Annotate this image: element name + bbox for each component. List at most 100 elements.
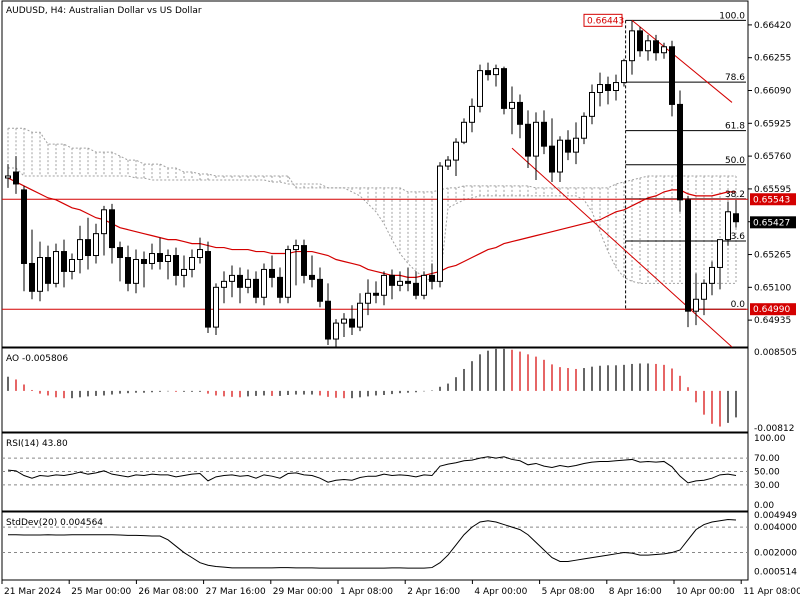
candle-body: [117, 247, 123, 259]
candle: [309, 255, 315, 288]
candle-body: [93, 233, 99, 257]
time-tick-label: 8 Apr 16:00: [609, 587, 662, 597]
candle: [357, 293, 363, 332]
ao-tick-label: -0.00812: [754, 424, 794, 434]
candle: [453, 138, 459, 176]
candle-body: [149, 253, 155, 264]
current-price-tag-text: 0.65427: [753, 218, 790, 228]
candle-body: [565, 139, 571, 153]
candle: [5, 164, 11, 188]
candle-body: [573, 137, 579, 153]
fib-level-label: 78.6: [725, 73, 745, 83]
candle: [533, 112, 539, 180]
candle-body: [557, 139, 563, 173]
candle: [437, 162, 443, 288]
candle-body: [605, 84, 611, 92]
candle-body: [349, 318, 355, 328]
candle: [725, 201, 731, 246]
candle: [661, 42, 667, 59]
time-tick-label: 1 Apr 08:00: [340, 587, 393, 597]
hline-price-tag-text: 0.65543: [753, 195, 790, 205]
candle-body: [133, 258, 139, 284]
candle-body: [85, 239, 91, 257]
candle: [141, 251, 147, 288]
time-tick-label: 26 Mar 08:00: [138, 587, 198, 597]
price-tick-label: 0.65760: [754, 152, 791, 162]
price-tick-label: 0.65100: [754, 283, 791, 293]
candle-body: [237, 274, 243, 288]
cloud-upper-edge: [8, 127, 736, 193]
candle: [485, 62, 491, 81]
candle: [205, 241, 211, 334]
candle-body: [653, 40, 659, 54]
cloud-lower-edge: [8, 167, 736, 284]
moving-average-line: [7, 177, 736, 278]
candle: [245, 269, 251, 294]
rsi-tick-label: 50.00: [754, 468, 780, 478]
candle: [389, 269, 395, 300]
candle: [653, 34, 659, 61]
candle-body: [253, 278, 259, 298]
time-axis: 21 Mar 2024 25 Mar 00:00 26 Mar 08:00 27 Ma…: [1, 580, 800, 597]
time-tick-label: 29 Mar 00:00: [273, 587, 333, 597]
candle-body: [709, 266, 715, 284]
candle-body: [645, 40, 651, 52]
candle: [669, 40, 675, 117]
stddev-line: 0.004949 0.004000 0.002000 0.000514: [2, 511, 797, 577]
candle: [109, 203, 115, 264]
trendlines[interactable]: [511, 19, 733, 348]
candle: [733, 199, 739, 228]
candle: [525, 110, 531, 169]
candle-body: [701, 282, 707, 300]
candle-body: [125, 257, 131, 284]
candle: [421, 271, 427, 300]
stddev-polyline: [8, 518, 737, 569]
candle-body: [357, 302, 363, 328]
candle-body: [61, 251, 67, 272]
candle: [581, 112, 587, 145]
candle-body: [661, 46, 667, 54]
time-tick-label: 25 Mar 00:00: [71, 587, 131, 597]
candle-body: [589, 91, 595, 117]
candle: [701, 279, 707, 316]
candle-body: [325, 300, 331, 340]
candle: [325, 283, 331, 345]
candle: [613, 74, 619, 101]
candle: [85, 217, 91, 270]
candle: [637, 26, 643, 57]
candle: [341, 313, 347, 338]
ao-panel-title: AO -0.005806: [6, 354, 68, 364]
candle-body: [301, 245, 307, 276]
candle: [269, 255, 275, 288]
candle-body: [517, 101, 523, 125]
candle-body: [437, 165, 443, 282]
candle: [69, 253, 75, 280]
candle: [117, 241, 123, 282]
candle-body: [45, 257, 51, 284]
rsi-tick-label: 100.00: [754, 434, 786, 444]
candle-body: [509, 101, 515, 109]
candle-body: [205, 251, 211, 328]
high-price-label: 0.66443: [587, 16, 624, 26]
candle: [213, 283, 219, 336]
candle: [261, 263, 267, 306]
horizontal-lines[interactable]: [2, 198, 748, 310]
candle: [693, 273, 699, 326]
stddev-tick-label: 0.000514: [754, 567, 797, 577]
candle-body: [141, 258, 147, 264]
candle: [621, 58, 627, 87]
candle-body: [733, 213, 739, 223]
candle: [541, 110, 547, 155]
candles: [5, 20, 739, 347]
time-tick-label: 5 Apr 08:00: [542, 587, 595, 597]
candle-body: [309, 274, 315, 280]
candle: [317, 267, 323, 308]
price-tick-label: 0.66090: [754, 87, 791, 97]
candle: [477, 64, 483, 113]
candle: [501, 66, 507, 115]
candle-body: [5, 175, 11, 179]
candle-body: [53, 251, 59, 284]
candle: [301, 239, 307, 284]
rsi-tick-label: 70.00: [754, 454, 780, 464]
